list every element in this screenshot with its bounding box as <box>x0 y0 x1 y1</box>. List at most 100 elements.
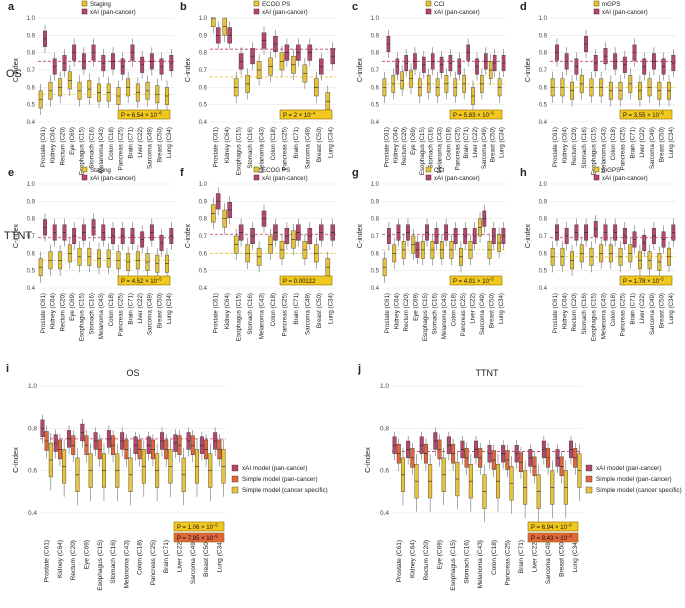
y-axis-label-i: C-index <box>11 447 20 473</box>
row-label-os: OS <box>6 68 22 80</box>
x-tick-label-e: Brain (C71) <box>127 293 134 325</box>
panel-letter-j: j <box>357 363 361 375</box>
legend-swatch-xai-e <box>81 174 88 181</box>
y-axis-label-b: C-index <box>185 57 192 82</box>
x-tick-label-a: Eye (C69) <box>69 127 76 155</box>
pvalue-text-j-1: P = 8.43 × 10−8 <box>531 533 572 542</box>
x-tick-label-e: Lung (C34) <box>166 293 173 324</box>
y-tick-label-d: 0.8 <box>539 51 548 57</box>
y-tick-label-c: 0.8 <box>371 51 380 57</box>
x-tick-label-g: Lung (C34) <box>498 293 505 324</box>
y-tick-label-a: 0.5 <box>27 103 36 109</box>
x-tick-label-c: Melanoma (C43) <box>437 127 444 173</box>
x-tick-label-e: Pancreas (C25) <box>118 293 125 336</box>
x-tick-label-h: Colon (C18) <box>610 293 617 326</box>
x-tick-label-h: Esophagus (C15) <box>591 293 598 341</box>
x-tick-label-h: Kidney (C64) <box>562 293 569 329</box>
y-tick-label-h: 0.8 <box>539 217 548 223</box>
x-tick-label-c: Eye (C69) <box>410 127 417 155</box>
x-tick-label-b: Pancreas (C25) <box>281 127 288 170</box>
x-tick-label-h: Melanoma (C43) <box>600 293 607 339</box>
x-tick-label-g: Pancreas (C25) <box>460 293 467 336</box>
x-tick-label-f: Esophagus (C15) <box>236 293 243 341</box>
legend-swatch-comparator-d <box>593 0 600 7</box>
y-tick-label-d: 0.7 <box>539 68 548 74</box>
legend-swatch-xai-i <box>231 464 239 472</box>
pvalue-text-j-1-exponent: −8 <box>567 533 572 538</box>
y-tick-label-c: 0.5 <box>371 103 380 109</box>
y-tick-label-a: 1.0 <box>27 16 36 22</box>
y-tick-label-e: 0.7 <box>27 234 36 240</box>
y-tick-label-b: 0.9 <box>199 33 208 39</box>
legend-label-simple-specific-j: Simple model (cancer specific) <box>596 487 682 494</box>
pvalue-box-i-1 <box>173 532 225 543</box>
legend-swatch-comparator-f <box>253 166 260 173</box>
x-tick-label-c: Breast (C50) <box>490 127 497 162</box>
panel-letter-d: d <box>520 1 527 13</box>
x-tick-label-h: Liver (C22) <box>639 293 646 324</box>
y-tick-label-g: 0.7 <box>371 234 380 240</box>
legend-label-comparator-f: ECOG PS <box>262 167 290 174</box>
y-tick-label-g: 0.4 <box>371 286 380 292</box>
pvalue-text-c-exponent: −6 <box>489 110 494 115</box>
y-tick-label-i: 0.8 <box>28 425 37 432</box>
x-tick-label-g: Colon (C18) <box>451 293 458 326</box>
y-tick-label-c: 0.6 <box>371 85 380 91</box>
y-tick-label-j: 1.0 <box>380 383 389 390</box>
x-tick-label-i: Kidney (C64) <box>57 540 64 578</box>
y-tick-label-a: 0.7 <box>27 68 36 74</box>
x-tick-label-i: Colon (C18) <box>137 540 144 575</box>
legend-swatch-simple-specific-i <box>231 486 239 494</box>
y-tick-label-j: 0.8 <box>380 425 389 432</box>
y-axis-label-j: C-index <box>363 447 372 473</box>
pvalue-text-d: P = 3.55 × 10−5 <box>623 110 664 119</box>
x-tick-label-f: Breast (C50) <box>316 293 323 328</box>
panel-letter-i: i <box>6 363 9 375</box>
y-tick-label-i: 0.4 <box>28 510 37 517</box>
x-tick-label-h: Prostate (C61) <box>552 293 559 333</box>
pvalue-box-h <box>619 275 673 286</box>
y-tick-label-a: 0.8 <box>27 51 36 57</box>
x-tick-label-e: Esophagus (C15) <box>79 293 86 341</box>
x-tick-label-g: Melanoma (C43) <box>441 293 448 339</box>
y-tick-label-j: 0.6 <box>380 468 389 475</box>
panel-title-j: TTNT <box>476 368 499 378</box>
y-tick-label-h: 1.0 <box>539 182 548 188</box>
pvalue-text-h: P = 1.78 × 10−5 <box>623 276 664 285</box>
y-tick-label-h: 0.7 <box>539 234 548 240</box>
pvalue-text-a: P = 6.54 × 10−6 <box>121 110 162 119</box>
legend-swatch-xai-j <box>585 464 593 472</box>
pvalue-box-j-1 <box>527 532 579 543</box>
y-tick-label-c: 0.7 <box>371 68 380 74</box>
x-tick-label-d: Brain (C71) <box>629 127 636 159</box>
y-tick-label-b: 0.4 <box>199 120 208 126</box>
legend-label-simple-pan-i: Simple model (pan-cancer) <box>242 476 318 483</box>
legend-label-comparator-g: CCI <box>434 167 445 174</box>
x-tick-label-j: Kidney (C64) <box>409 540 416 578</box>
y-tick-label-j: 0.4 <box>380 510 389 517</box>
y-tick-label-e: 0.9 <box>27 199 36 205</box>
y-tick-label-f: 0.8 <box>199 217 208 223</box>
pvalue-box-j-0 <box>527 521 579 532</box>
x-tick-label-e: Sarcoma (C49) <box>147 293 154 335</box>
x-tick-label-b: Sarcoma (C49) <box>304 127 311 169</box>
legend-label-xai-j: xAI model (pan-cancer) <box>596 465 661 472</box>
legend-label-comparator-h: mGPS <box>602 167 620 174</box>
pvalue-text-b-exponent: −4 <box>311 110 316 115</box>
legend-swatch-xai-h <box>593 174 600 181</box>
y-tick-label-g: 1.0 <box>371 182 380 188</box>
y-tick-label-h: 0.9 <box>539 199 548 205</box>
y-tick-label-f: 0.9 <box>199 199 208 205</box>
x-tick-label-a: Rectum (C20) <box>59 127 66 166</box>
x-tick-label-d: Breast (C50) <box>658 127 665 162</box>
legend-swatch-comparator-a <box>81 0 88 7</box>
pvalue-text-i-1: P = 7.85 × 10−9 <box>177 533 218 542</box>
legend-label-xai-g: xAI (pan-cancer) <box>434 175 480 182</box>
y-tick-label-f: 0.4 <box>199 286 208 292</box>
x-tick-label-g: Sarcoma (C49) <box>479 293 486 335</box>
x-tick-label-d: Prostate (C61) <box>552 127 559 167</box>
legend-swatch-xai-d <box>593 8 600 15</box>
pvalue-box-e <box>117 275 171 286</box>
legend-label-xai-b: xAI (pan-cancer) <box>262 9 308 16</box>
